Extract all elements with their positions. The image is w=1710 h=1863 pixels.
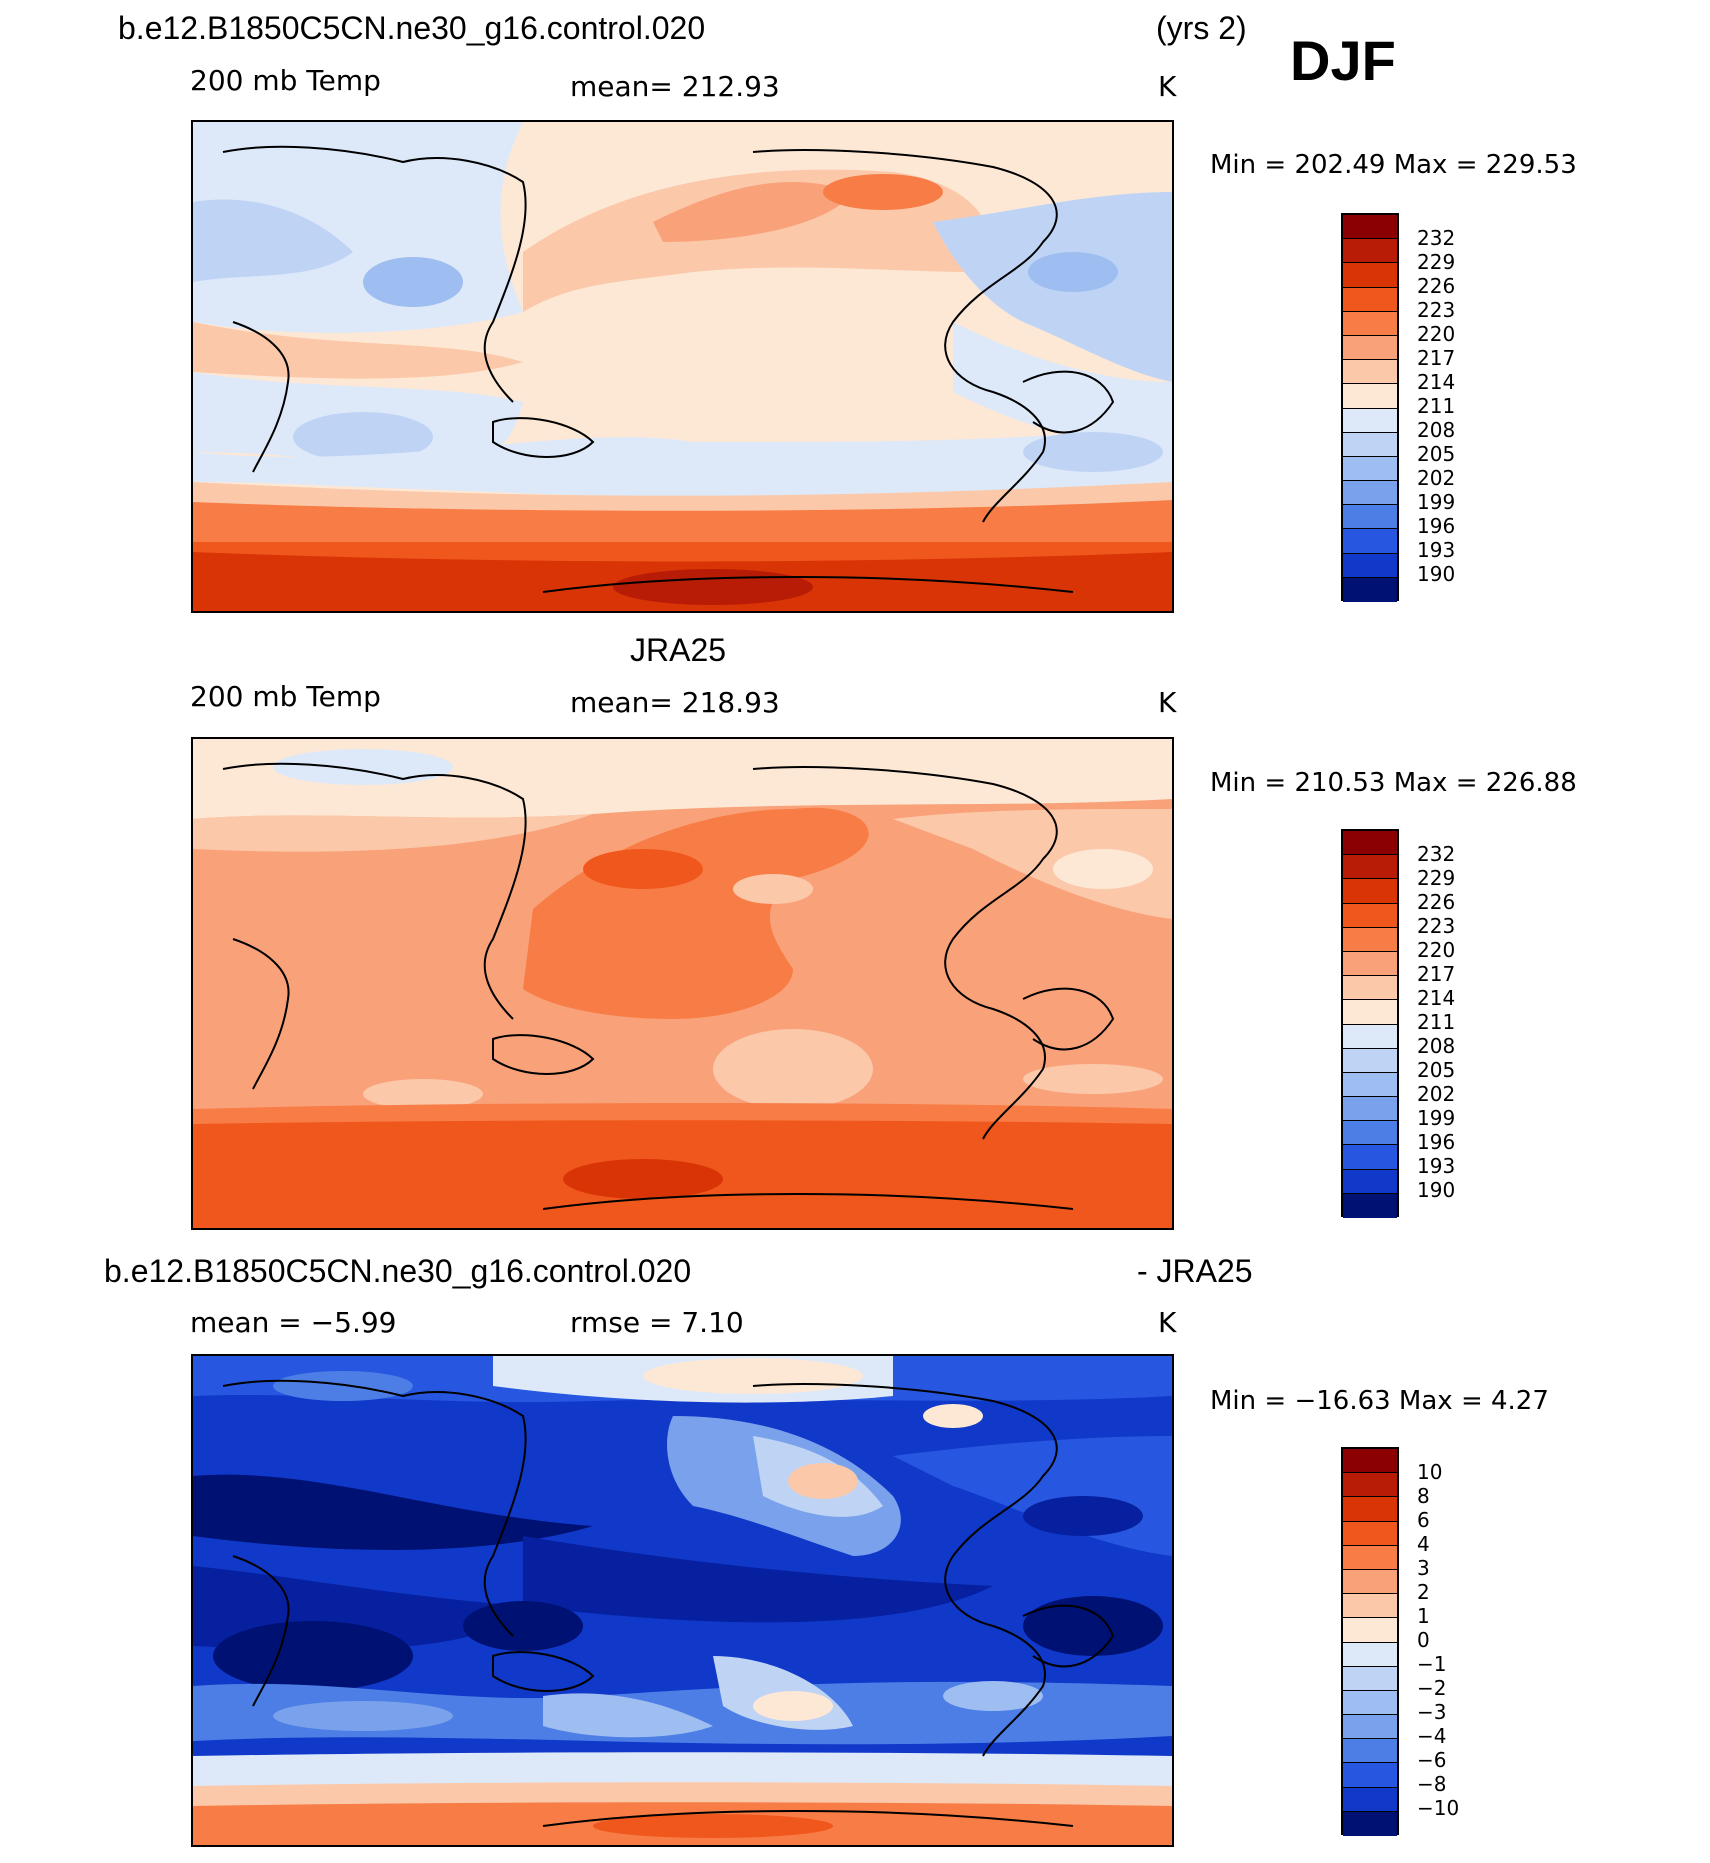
- colorbar-label: 10: [1417, 1460, 1443, 1484]
- colorbar-label: 208: [1417, 418, 1456, 442]
- colorbar-label: 0: [1417, 1628, 1430, 1652]
- colorbar-label: 214: [1417, 370, 1456, 394]
- panel2-minmax: Min = 210.53 Max = 226.88: [1210, 768, 1577, 798]
- colorbar-label: 226: [1417, 274, 1456, 298]
- panel2-units: K: [1158, 686, 1177, 719]
- colorbar-label: −10: [1417, 1796, 1460, 1820]
- panel3-map: [191, 1354, 1174, 1847]
- colorbar-label: 232: [1417, 226, 1456, 250]
- colorbar-label: 214: [1417, 986, 1456, 1010]
- colorbar-label: 196: [1417, 514, 1456, 538]
- colorbar-label: 199: [1417, 1106, 1456, 1130]
- panel2-colorbar: [1341, 829, 1399, 1218]
- colorbar-label: 226: [1417, 890, 1456, 914]
- panel1-map: [191, 120, 1174, 613]
- colorbar-label: 223: [1417, 298, 1456, 322]
- colorbar-label: −4: [1417, 1724, 1447, 1748]
- colorbar-label: 202: [1417, 466, 1456, 490]
- colorbar-label: 223: [1417, 914, 1456, 938]
- panel2-map: [191, 737, 1174, 1230]
- colorbar-label: 202: [1417, 1082, 1456, 1106]
- colorbar-label: −6: [1417, 1748, 1447, 1772]
- panel3-rmse: rmse = 7.10: [570, 1306, 744, 1339]
- colorbar-label: 220: [1417, 322, 1456, 346]
- panel3-title: b.e12.B1850C5CN.ne30_g16.control.020: [104, 1253, 692, 1289]
- colorbar-label: 211: [1417, 1010, 1456, 1034]
- colorbar-label: 190: [1417, 1178, 1456, 1202]
- colorbar-label: 217: [1417, 962, 1456, 986]
- colorbar-label: 196: [1417, 1130, 1456, 1154]
- panel2-variable: 200 mb Temp: [190, 680, 381, 713]
- colorbar-label: −2: [1417, 1676, 1447, 1700]
- years-label: (yrs 2): [1156, 10, 1247, 46]
- colorbar-label: 220: [1417, 938, 1456, 962]
- colorbar-label: −1: [1417, 1652, 1447, 1676]
- colorbar-label: 6: [1417, 1508, 1430, 1532]
- panel1-units: K: [1158, 70, 1177, 103]
- colorbar-label: −8: [1417, 1772, 1447, 1796]
- colorbar-label: 4: [1417, 1532, 1430, 1556]
- panel3-minmax: Min = −16.63 Max = 4.27: [1210, 1386, 1549, 1416]
- panel2-mean: mean= 218.93: [570, 686, 780, 719]
- colorbar-label: 205: [1417, 442, 1456, 466]
- case-title: b.e12.B1850C5CN.ne30_g16.control.020: [118, 10, 706, 46]
- colorbar-label: 193: [1417, 538, 1456, 562]
- colorbar-label: 229: [1417, 866, 1456, 890]
- colorbar-label: 3: [1417, 1556, 1430, 1580]
- colorbar-label: 190: [1417, 562, 1456, 586]
- season-label: DJF: [1290, 29, 1396, 92]
- colorbar-label: 208: [1417, 1034, 1456, 1058]
- colorbar-label: 193: [1417, 1154, 1456, 1178]
- panel1-mean: mean= 212.93: [570, 70, 780, 103]
- colorbar-label: 229: [1417, 250, 1456, 274]
- panel2-title: JRA25: [630, 632, 727, 668]
- colorbar-label: −3: [1417, 1700, 1447, 1724]
- panel3-colorbar: [1341, 1447, 1399, 1836]
- panel3-title-suffix: - JRA25: [1137, 1253, 1253, 1289]
- panel3-units: K: [1158, 1306, 1177, 1339]
- colorbar-label: 232: [1417, 842, 1456, 866]
- colorbar-label: 8: [1417, 1484, 1430, 1508]
- colorbar-label: 2: [1417, 1580, 1430, 1604]
- panel1-minmax: Min = 202.49 Max = 229.53: [1210, 150, 1577, 180]
- panel1-variable: 200 mb Temp: [190, 64, 381, 97]
- colorbar-label: 1: [1417, 1604, 1430, 1628]
- colorbar-label: 211: [1417, 394, 1456, 418]
- colorbar-label: 205: [1417, 1058, 1456, 1082]
- colorbar-label: 199: [1417, 490, 1456, 514]
- panel1-colorbar: [1341, 213, 1399, 602]
- colorbar-label: 217: [1417, 346, 1456, 370]
- panel3-mean: mean = −5.99: [190, 1306, 397, 1339]
